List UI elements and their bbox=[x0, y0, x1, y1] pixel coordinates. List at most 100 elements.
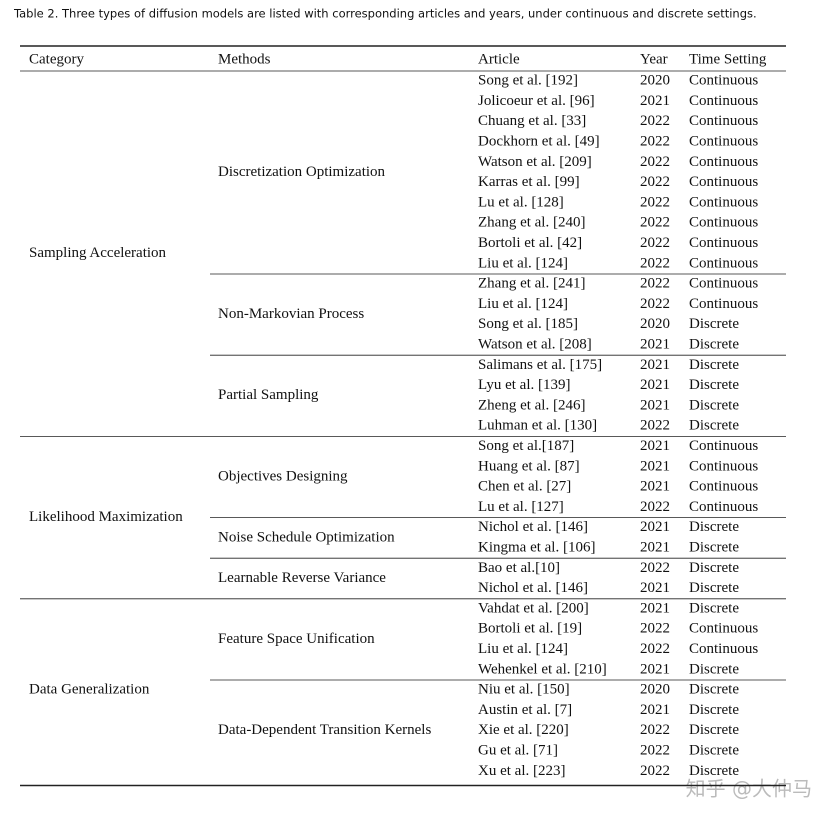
year-cell: 2022 bbox=[640, 215, 670, 231]
year-cell: 2021 bbox=[640, 600, 670, 616]
setting-cell: Discrete bbox=[689, 336, 739, 352]
method-cell: Learnable Reverse Variance bbox=[218, 570, 386, 586]
year-cell: 2021 bbox=[640, 377, 670, 393]
article-cell: Song et al. [185] bbox=[478, 316, 578, 332]
year-cell: 2020 bbox=[640, 682, 670, 698]
year-cell: 2022 bbox=[640, 194, 670, 210]
article-cell: Kingma et al. [106] bbox=[478, 539, 595, 555]
article-cell: Luhman et al. [130] bbox=[478, 418, 597, 434]
article-cell: Bortoli et al. [42] bbox=[478, 235, 582, 251]
year-cell: 2022 bbox=[640, 255, 670, 271]
setting-cell: Continuous bbox=[689, 93, 758, 109]
header-cell: Time Setting bbox=[689, 51, 767, 67]
category-cell: Sampling Acceleration bbox=[29, 245, 167, 261]
article-cell: Karras et al. [99] bbox=[478, 174, 580, 190]
article-cell: Song et al. [192] bbox=[478, 73, 578, 89]
year-cell: 2021 bbox=[640, 580, 670, 596]
year-cell: 2022 bbox=[640, 641, 670, 657]
year-cell: 2022 bbox=[640, 276, 670, 292]
article-cell: Vahdat et al. [200] bbox=[478, 600, 589, 616]
year-cell: 2021 bbox=[640, 458, 670, 474]
setting-cell: Continuous bbox=[689, 113, 758, 129]
setting-cell: Discrete bbox=[689, 377, 739, 393]
header-cell: Article bbox=[478, 51, 520, 67]
article-cell: Song et al.[187] bbox=[478, 438, 574, 454]
article-cell: Dockhorn et al. [49] bbox=[478, 133, 600, 149]
setting-cell: Continuous bbox=[689, 174, 758, 190]
article-cell: Watson et al. [208] bbox=[478, 336, 592, 352]
setting-cell: Continuous bbox=[689, 276, 758, 292]
year-cell: 2021 bbox=[640, 519, 670, 535]
category-cell: Data Generalization bbox=[29, 682, 150, 698]
article-cell: Lu et al. [127] bbox=[478, 499, 564, 515]
article-cell: Chuang et al. [33] bbox=[478, 113, 586, 129]
setting-cell: Continuous bbox=[689, 458, 758, 474]
method-cell: Data-Dependent Transition Kernels bbox=[218, 722, 431, 738]
caption: Table 2. Three types of diffusion models… bbox=[13, 7, 757, 21]
year-cell: 2022 bbox=[640, 235, 670, 251]
method-cell: Non-Markovian Process bbox=[218, 306, 364, 322]
setting-cell: Discrete bbox=[689, 722, 739, 738]
year-cell: 2021 bbox=[640, 397, 670, 413]
year-cell: 2022 bbox=[640, 621, 670, 637]
header-cell: Methods bbox=[218, 51, 271, 67]
setting-cell: Continuous bbox=[689, 215, 758, 231]
article-cell: Lyu et al. [139] bbox=[478, 377, 570, 393]
method-cell: Partial Sampling bbox=[218, 387, 319, 403]
year-cell: 2022 bbox=[640, 763, 670, 779]
setting-cell: Discrete bbox=[689, 702, 739, 718]
setting-cell: Continuous bbox=[689, 438, 758, 454]
setting-cell: Discrete bbox=[689, 661, 739, 677]
article-cell: Bao et al.[10] bbox=[478, 560, 560, 576]
article-cell: Liu et al. [124] bbox=[478, 296, 568, 312]
year-cell: 2021 bbox=[640, 93, 670, 109]
article-cell: Huang et al. [87] bbox=[478, 458, 580, 474]
article-cell: Chen et al. [27] bbox=[478, 479, 571, 495]
article-cell: Bortoli et al. [19] bbox=[478, 621, 582, 637]
setting-cell: Discrete bbox=[689, 682, 739, 698]
setting-cell: Discrete bbox=[689, 580, 739, 596]
method-cell: Discretization Optimization bbox=[218, 164, 386, 180]
article-cell: Zhang et al. [240] bbox=[478, 215, 585, 231]
year-cell: 2020 bbox=[640, 316, 670, 332]
article-cell: Wehenkel et al. [210] bbox=[478, 661, 607, 677]
year-cell: 2020 bbox=[640, 73, 670, 89]
article-cell: Zheng et al. [246] bbox=[478, 397, 585, 413]
setting-cell: Continuous bbox=[689, 133, 758, 149]
method-cell: Feature Space Unification bbox=[218, 631, 375, 647]
year-cell: 2021 bbox=[640, 702, 670, 718]
article-cell: Lu et al. [128] bbox=[478, 194, 564, 210]
setting-cell: Discrete bbox=[689, 519, 739, 535]
setting-cell: Discrete bbox=[689, 600, 739, 616]
setting-cell: Continuous bbox=[689, 479, 758, 495]
article-cell: Xu et al. [223] bbox=[478, 763, 565, 779]
setting-cell: Discrete bbox=[689, 418, 739, 434]
article-cell: Zhang et al. [241] bbox=[478, 276, 585, 292]
setting-cell: Continuous bbox=[689, 73, 758, 89]
header-cell: Category bbox=[29, 51, 84, 67]
setting-cell: Discrete bbox=[689, 539, 739, 555]
year-cell: 2022 bbox=[640, 499, 670, 515]
article-cell: Nichol et al. [146] bbox=[478, 519, 588, 535]
year-cell: 2022 bbox=[640, 296, 670, 312]
year-cell: 2021 bbox=[640, 438, 670, 454]
year-cell: 2021 bbox=[640, 336, 670, 352]
article-cell: Gu et al. [71] bbox=[478, 742, 558, 758]
year-cell: 2022 bbox=[640, 742, 670, 758]
setting-cell: Continuous bbox=[689, 296, 758, 312]
setting-cell: Continuous bbox=[689, 621, 758, 637]
method-cell: Objectives Designing bbox=[218, 468, 348, 484]
year-cell: 2021 bbox=[640, 479, 670, 495]
setting-cell: Discrete bbox=[689, 763, 739, 779]
setting-cell: Continuous bbox=[689, 194, 758, 210]
setting-cell: Continuous bbox=[689, 235, 758, 251]
setting-cell: Discrete bbox=[689, 357, 739, 373]
setting-cell: Discrete bbox=[689, 560, 739, 576]
setting-cell: Continuous bbox=[689, 499, 758, 515]
setting-cell: Discrete bbox=[689, 742, 739, 758]
year-cell: 2022 bbox=[640, 113, 670, 129]
article-cell: Jolicoeur et al. [96] bbox=[478, 93, 595, 109]
setting-cell: Discrete bbox=[689, 397, 739, 413]
year-cell: 2022 bbox=[640, 154, 670, 170]
